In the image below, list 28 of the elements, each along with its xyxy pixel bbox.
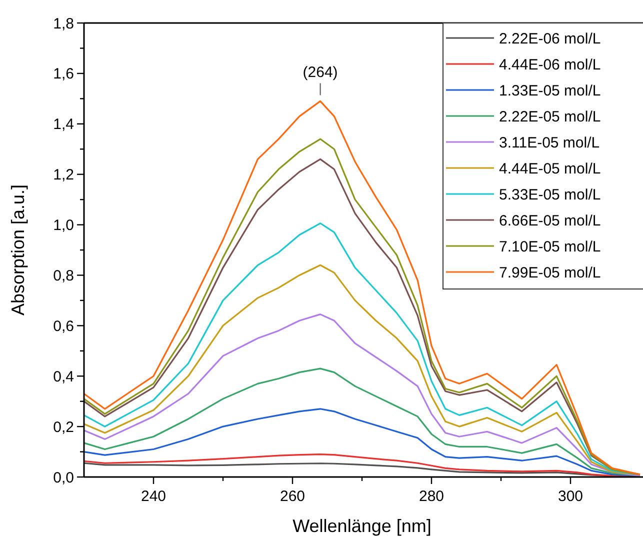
x-tick-label: 260 (280, 488, 306, 505)
y-tick-label: 1,8 (53, 15, 74, 32)
y-tick-label: 0,4 (53, 368, 74, 386)
y-tick-label: 0,6 (53, 318, 74, 335)
y-tick-label: 1,4 (53, 116, 74, 134)
legend-label: 5.33E-05 mol/L (499, 186, 601, 204)
y-tick-label: 0,8 (53, 267, 74, 284)
legend-label: 4.44E-06 mol/L (499, 56, 601, 74)
legend-label: 7.10E-05 mol/L (499, 238, 601, 256)
legend-label: 6.66E-05 mol/L (499, 212, 601, 230)
y-tick-label: 1,6 (53, 66, 74, 83)
annotation: (264) (302, 64, 338, 82)
y-tick-label: 0,0 (53, 469, 74, 486)
y-tick-label: 0,2 (53, 418, 74, 436)
x-axis-title: Wellenlänge [nm] (292, 516, 432, 536)
legend-label: 2.22E-06 mol/L (499, 30, 601, 48)
legend-label: 7.99E-05 mol/L (499, 264, 601, 282)
legend-label: 4.44E-05 mol/L (499, 160, 601, 178)
legend-label: 1.33E-05 mol/L (499, 82, 601, 100)
legend-label: 3.11E-05 mol/L (499, 134, 600, 152)
x-tick-label: 300 (558, 488, 584, 505)
x-tick-label: 240 (140, 488, 166, 505)
y-tick-label: 1,0 (53, 217, 74, 234)
y-tick-label: 1,2 (53, 166, 74, 184)
legend-label: 2.22E-05 mol/L (499, 108, 601, 126)
line-series (83, 264, 641, 476)
x-tick-label: 280 (418, 488, 444, 505)
y-axis-title: Absorption [a.u.] (8, 184, 28, 316)
